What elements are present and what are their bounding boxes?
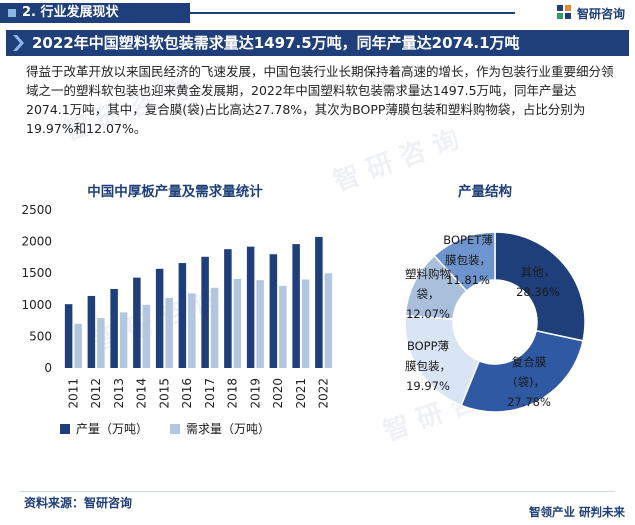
bar-chart-title: 中国中厚板产量及需求量统计: [87, 184, 263, 200]
x-tick-label: 2015: [157, 378, 171, 409]
brand: 智研咨询: [556, 4, 625, 22]
bar-demand: [279, 285, 287, 368]
bar-production: [224, 249, 232, 368]
y-tick-label: 2000: [21, 235, 52, 249]
y-tick-label: 1000: [21, 298, 52, 312]
section-tag: 2. 行业发展现状: [0, 3, 190, 23]
brand-logo-icon: [556, 5, 573, 21]
bar-demand: [188, 293, 196, 368]
top-bar: 2. 行业发展现状 智研咨询: [0, 0, 635, 26]
legend-label: 需求量（万吨）: [186, 422, 271, 436]
bar-demand: [97, 318, 105, 368]
x-tick-label: 2019: [248, 378, 262, 409]
bar-production: [155, 268, 164, 368]
y-tick-label: 500: [29, 329, 52, 343]
bar-demand: [324, 273, 333, 368]
donut-label-bopet: BOPET薄 膜包装， 11.81%: [443, 233, 493, 287]
x-tick-label: 2022: [317, 378, 331, 409]
bar-production: [87, 295, 96, 368]
donut-slice: [404, 314, 481, 407]
bar-demand: [233, 278, 242, 368]
bar-production: [315, 236, 323, 368]
bar-demand: [256, 280, 264, 368]
brand-slogan: 智领产业 研判未来: [528, 505, 625, 519]
chevron-right-icon: [13, 35, 24, 51]
headline-text: 2022年中国塑料软包装需求量达1497.5万吨，同年产量达2074.1万吨: [32, 34, 520, 52]
donut-label-shopping-bag: 塑料购物 袋， 12.07%: [405, 267, 451, 321]
donut-chart-title: 产量结构: [458, 184, 512, 200]
x-tick-label: 2017: [203, 378, 217, 409]
bar-demand: [210, 287, 219, 368]
headline-banner: 2022年中国塑料软包装需求量达1497.5万吨，同年产量达2074.1万吨: [6, 30, 629, 56]
bar-demand: [119, 312, 128, 368]
legend-item-production: 产量（万吨）: [60, 420, 148, 437]
donut-label-other: 其他， 28.36%: [516, 265, 560, 299]
bar-production: [246, 246, 255, 368]
legend-item-demand: 需求量（万吨）: [170, 420, 270, 437]
x-tick-label: 2011: [66, 378, 80, 409]
y-tick-label: 0: [44, 361, 52, 375]
brand-name: 智研咨询: [576, 6, 625, 21]
bar-production: [64, 304, 73, 368]
legend-swatch: [170, 423, 181, 434]
donut-slice: [433, 231, 496, 293]
bar-demand: [301, 279, 310, 368]
bar-chart: 0 500 1000 1500 2000 2500 2011 2012 2013 2014 2015…: [21, 203, 333, 409]
bar-chart-legend: 产量（万吨） 需求量（万吨）: [60, 420, 270, 437]
bar-production: [269, 254, 278, 368]
donut-chart: [404, 231, 586, 413]
x-tick-label: 2013: [112, 378, 126, 409]
donut-slice: [460, 329, 584, 413]
donut-slice: [494, 231, 586, 342]
x-tick-label: 2012: [89, 378, 103, 409]
bar-demand: [142, 304, 151, 368]
x-tick-label: 2018: [226, 378, 240, 409]
donut-label-composite-film: 复合膜 (袋)， 27.78%: [507, 355, 551, 409]
bar-production: [110, 289, 118, 368]
body-paragraph: 得益于改革开放以来国民经济的飞速发展，中国包装行业长期保持着高速的增长，作为包装…: [26, 64, 614, 136]
legend-label: 产量（万吨）: [76, 422, 149, 436]
x-tick-label: 2020: [271, 378, 285, 409]
x-tick-label: 2016: [180, 378, 194, 409]
source-note: 资料来源：智研咨询: [24, 496, 133, 510]
footer-divider: [20, 491, 615, 492]
bar-production: [133, 277, 141, 368]
bar-production: [292, 244, 300, 368]
y-tick-label: 2500: [21, 203, 52, 217]
x-tick-label: 2014: [135, 378, 149, 409]
bar-demand: [165, 297, 173, 368]
y-tick-label: 1500: [21, 266, 52, 280]
x-tick-label: 2021: [294, 378, 308, 409]
bar-production: [178, 263, 187, 368]
bar-production: [201, 256, 209, 368]
bar-demand: [74, 323, 82, 368]
donut-label-bopp: BOPP薄 膜包装， 19.97%: [405, 339, 451, 393]
top-rule: [190, 12, 515, 14]
legend-swatch: [60, 423, 70, 434]
